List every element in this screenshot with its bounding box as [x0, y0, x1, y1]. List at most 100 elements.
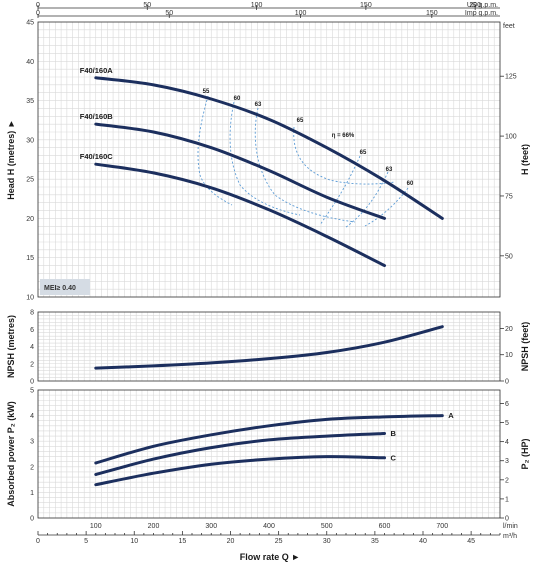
efficiency-isoline [319, 155, 361, 226]
x-tick-label: 700 [436, 523, 448, 530]
x-tick-label: 500 [321, 523, 333, 530]
head-y-tick-label: 25 [26, 177, 34, 184]
m3h-tick-label: 10 [130, 538, 138, 545]
series-label: F40/160A [80, 66, 114, 75]
power-y-tick-label: 1 [30, 490, 34, 497]
power-hp-tick-label: 6 [505, 401, 509, 408]
efficiency-isoline [293, 126, 396, 185]
head-feet-tick-label: 75 [505, 193, 513, 200]
npsh-feet-tick-label: 10 [505, 352, 513, 359]
x-tick-label: 400 [263, 523, 275, 530]
efficiency-label: 55 [203, 89, 210, 95]
power-y-tick-label: 3 [30, 439, 34, 446]
us-gpm-tick-label: 150 [360, 2, 372, 9]
head-feet-tick-label: 50 [505, 253, 513, 260]
power-hp-tick-label: 0 [505, 516, 509, 523]
npsh-y-tick-label: 6 [30, 327, 34, 334]
m3h-tick-label: 0 [36, 538, 40, 545]
power-frame [37, 389, 501, 519]
power-curve-b [94, 432, 386, 476]
npsh-feet-tick-label: 20 [505, 326, 513, 333]
m3h-unit-label: m³/h [503, 533, 517, 540]
x-tick-label: 300 [205, 523, 217, 530]
efficiency-label: 63 [255, 102, 262, 108]
m3h-tick-label: 20 [227, 538, 235, 545]
head-y-tick-label: 10 [26, 295, 34, 302]
head-feet-tick-label: 100 [505, 134, 517, 141]
power-right-axis-title: P₂ (HP) [520, 438, 530, 469]
power-series-label: B [391, 429, 397, 438]
efficiency-label: η = 66% [332, 133, 355, 139]
m3h-tick-label: 40 [419, 538, 427, 545]
power-hp-tick-label: 4 [505, 439, 509, 446]
x-tick-label: 600 [379, 523, 391, 530]
x-tick-label: 200 [148, 523, 160, 530]
power-y-tick-label: 0 [30, 516, 34, 523]
npsh-y-tick-label: 0 [30, 379, 34, 386]
power-series-label: C [391, 453, 397, 462]
m3h-tick-label: 5 [84, 538, 88, 545]
power-hp-tick-label: 5 [505, 420, 509, 427]
imp-gpm-tick-label: 50 [165, 10, 173, 17]
x-tick-label: 100 [90, 523, 102, 530]
npsh-y-tick-label: 2 [30, 361, 34, 368]
m3h-tick-label: 25 [275, 538, 283, 545]
power-y-tick-label: 5 [30, 388, 34, 395]
npsh-y-tick-label: 8 [30, 310, 34, 317]
power-hp-tick-label: 3 [505, 458, 509, 465]
npsh-curve [94, 325, 444, 370]
us-gpm-tick-label: 0 [36, 2, 40, 9]
curve-f40-160c [94, 162, 386, 268]
m3h-tick-label: 30 [323, 538, 331, 545]
efficiency-isoline [229, 101, 301, 216]
m3h-tick-label: 35 [371, 538, 379, 545]
series-label: F40/160C [80, 152, 114, 161]
mei-badge [40, 279, 90, 295]
imp-gpm-tick-label: 0 [36, 10, 40, 17]
npsh-y-tick-label: 4 [30, 344, 34, 351]
head-feet-tick-label: 125 [505, 74, 517, 81]
m3h-tick-label: 45 [467, 538, 475, 545]
us-gpm-tick-label: 100 [251, 2, 263, 9]
power-curve-c [94, 455, 386, 487]
head-frame [37, 21, 501, 298]
us-gpm-tick-label: 50 [143, 2, 151, 9]
efficiency-label: 63 [386, 167, 393, 173]
power-curve-a [94, 414, 444, 465]
x-axis-title: Flow rate Q ► [240, 552, 300, 562]
power-hp-tick-label: 2 [505, 477, 509, 484]
m3h-tick-label: 15 [178, 538, 186, 545]
imp-gpm-unit: Imp g.p.m. [465, 10, 498, 17]
efficiency-isoline [254, 107, 356, 223]
head-y-tick-label: 40 [26, 59, 34, 66]
curve-f40-160a [94, 76, 444, 220]
head-y-tick-label: 35 [26, 98, 34, 105]
power-y-tick-label: 2 [30, 464, 34, 471]
npsh-feet-tick-label: 0 [505, 379, 509, 386]
imp-gpm-tick-label: 150 [426, 10, 438, 17]
head-y-tick-label: 20 [26, 216, 34, 223]
npsh-right-axis-title: NPSH (feet) [520, 322, 530, 372]
power-hp-tick-label: 1 [505, 496, 509, 503]
efficiency-label: 65 [297, 118, 304, 124]
power-series-label: A [448, 411, 454, 420]
head-y-tick-label: 45 [26, 20, 34, 27]
efficiency-label: 60 [407, 181, 414, 187]
us-gpm-unit: US g.p.m. [467, 2, 498, 9]
head-right-axis-title: H (feet) [520, 144, 530, 175]
npsh-frame [37, 311, 501, 382]
power-y-axis-title: Absorbed power P₂ (kW) [6, 401, 16, 507]
series-label: F40/160B [80, 112, 114, 121]
us-gpm-tick-label: 200 [469, 2, 481, 9]
efficiency-label: 60 [234, 96, 241, 102]
head-y-tick-label: 15 [26, 255, 34, 262]
mei-label: MEI≥ 0.40 [44, 285, 76, 292]
efficiency-isoline [197, 95, 233, 206]
npsh-y-axis-title: NPSH (metres) [6, 315, 16, 378]
feet-unit: feet [503, 23, 515, 30]
power-y-tick-label: 4 [30, 413, 34, 420]
efficiency-label: 65 [360, 150, 367, 156]
head-y-tick-label: 30 [26, 137, 34, 144]
